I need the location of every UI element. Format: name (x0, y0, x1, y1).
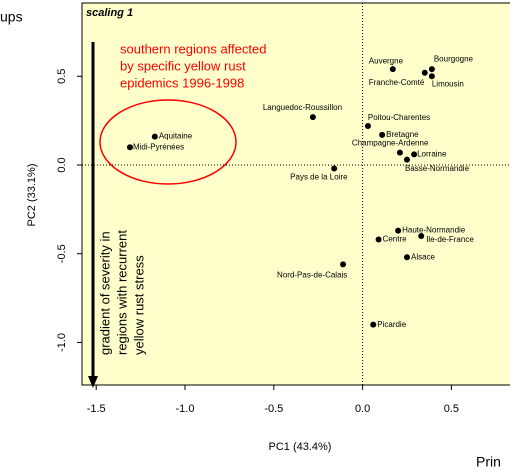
annotation: gradient of severity in (97, 231, 112, 355)
annotation: yellow rust stress (131, 255, 146, 355)
point (403, 254, 410, 261)
x-tick-label: 0.5 (444, 403, 459, 415)
y-tick-label: -1.0 (56, 333, 68, 352)
point (428, 73, 435, 80)
x-tick-label: 0.0 (355, 403, 370, 415)
point (418, 232, 425, 239)
highlight-ellipse (99, 99, 237, 185)
point (389, 66, 396, 73)
point-label: Basse-Normandie (405, 164, 470, 173)
point (396, 149, 403, 156)
y-tick-label: 0.0 (56, 157, 68, 172)
point-label: Languedoc-Roussillon (263, 103, 342, 112)
cropped-text: ups (0, 9, 23, 25)
plot-area (81, 2, 510, 386)
point (428, 66, 435, 73)
point-label: Auvergne (369, 56, 404, 65)
point-label: Picardie (377, 320, 406, 329)
point (411, 151, 418, 158)
annotation: by specific yellow rust (120, 58, 246, 73)
point-label: Bretagne (386, 130, 419, 139)
y-tick-label: 0.5 (56, 69, 68, 84)
arrow-head (88, 376, 98, 388)
point (375, 236, 382, 243)
point (309, 114, 316, 121)
x-axis-label: PC1 (43.4%) (269, 441, 332, 453)
point-label: Limousin (432, 79, 464, 88)
point-label: Aquitaine (159, 132, 193, 141)
point (364, 122, 371, 129)
point-label: Midi-Pyrénées (133, 142, 184, 151)
point-label: Nord-Pas-de-Calais (277, 270, 347, 279)
point-label: Champagne-Ardenne (352, 139, 429, 148)
point (395, 227, 402, 234)
y-axis-label: PC2 (33.1%) (26, 164, 38, 227)
point-label: Alsace (411, 252, 436, 261)
point-label: Haute-Normandie (402, 226, 466, 235)
point-label: Lorraine (417, 149, 447, 158)
point (151, 133, 158, 140)
x-tick-label: -0.5 (264, 403, 283, 415)
annotation: epidemics 1996-1998 (120, 75, 244, 90)
y-tick-label: -0.5 (56, 244, 68, 263)
point (126, 144, 133, 151)
point (340, 261, 347, 268)
annotation: regions with recurrent (114, 230, 129, 355)
cropped-text: Prin (476, 454, 501, 470)
point (379, 131, 386, 138)
point (421, 69, 428, 76)
point-label: Franche-Comté (369, 78, 425, 87)
point (403, 156, 410, 163)
point (370, 321, 377, 328)
annotation: southern regions affected (120, 41, 266, 56)
x-tick-label: -1.0 (176, 403, 195, 415)
x-tick-label: -1.5 (87, 403, 106, 415)
point-label: Bourgogne (434, 54, 474, 63)
point-label: Poitou-Charentes (368, 113, 430, 122)
chart-title: scaling 1 (86, 7, 133, 19)
point-label: Centre (383, 235, 408, 244)
point (331, 165, 338, 172)
point-label: Ile-de-France (426, 235, 474, 244)
point-label: Pays de la Loire (290, 173, 348, 182)
